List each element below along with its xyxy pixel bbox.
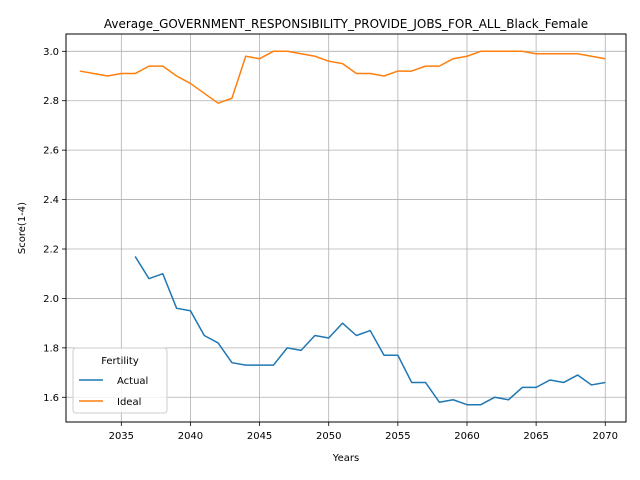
x-tick-label: 2060	[454, 431, 479, 442]
legend-label-actual: Actual	[117, 376, 148, 387]
legend-box	[72, 347, 168, 414]
legend: Fertility Actual Ideal	[72, 347, 168, 414]
y-tick-label: 3.0	[43, 47, 59, 58]
y-tick-label: 1.8	[43, 343, 59, 354]
legend-label-ideal: Ideal	[117, 397, 141, 408]
x-tick-label: 2045	[247, 431, 272, 442]
chart-title: Average_GOVERNMENT_RESPONSIBILITY_PROVID…	[104, 17, 588, 31]
x-axis-label: Years	[332, 453, 359, 464]
x-tick-label: 2050	[316, 431, 341, 442]
y-tick-label: 2.4	[43, 195, 59, 206]
series-lines	[79, 50, 606, 406]
series-line-actual	[134, 256, 606, 406]
x-tick-label: 2035	[109, 431, 134, 442]
x-tick-label: 2040	[178, 431, 203, 442]
x-axis-ticks: 2035 2040 2045 2050 2055 2060 2065 2070	[109, 422, 618, 442]
x-tick-label: 2070	[593, 431, 618, 442]
y-tick-label: 2.8	[43, 96, 59, 107]
legend-title: Fertility	[101, 356, 139, 367]
y-tick-label: 2.2	[43, 245, 59, 256]
x-tick-label: 2065	[523, 431, 548, 442]
y-tick-label: 2.0	[43, 294, 59, 305]
series-line-ideal	[79, 50, 606, 104]
y-axis-label: Score(1-4)	[17, 202, 28, 254]
y-axis-ticks: 1.6 1.8 2.0 2.2 2.4 2.6 2.8 3.0	[43, 47, 66, 404]
y-tick-label: 2.6	[43, 146, 59, 157]
y-tick-label: 1.6	[43, 393, 59, 404]
plot-frame	[65, 33, 627, 423]
x-tick-label: 2055	[385, 431, 410, 442]
